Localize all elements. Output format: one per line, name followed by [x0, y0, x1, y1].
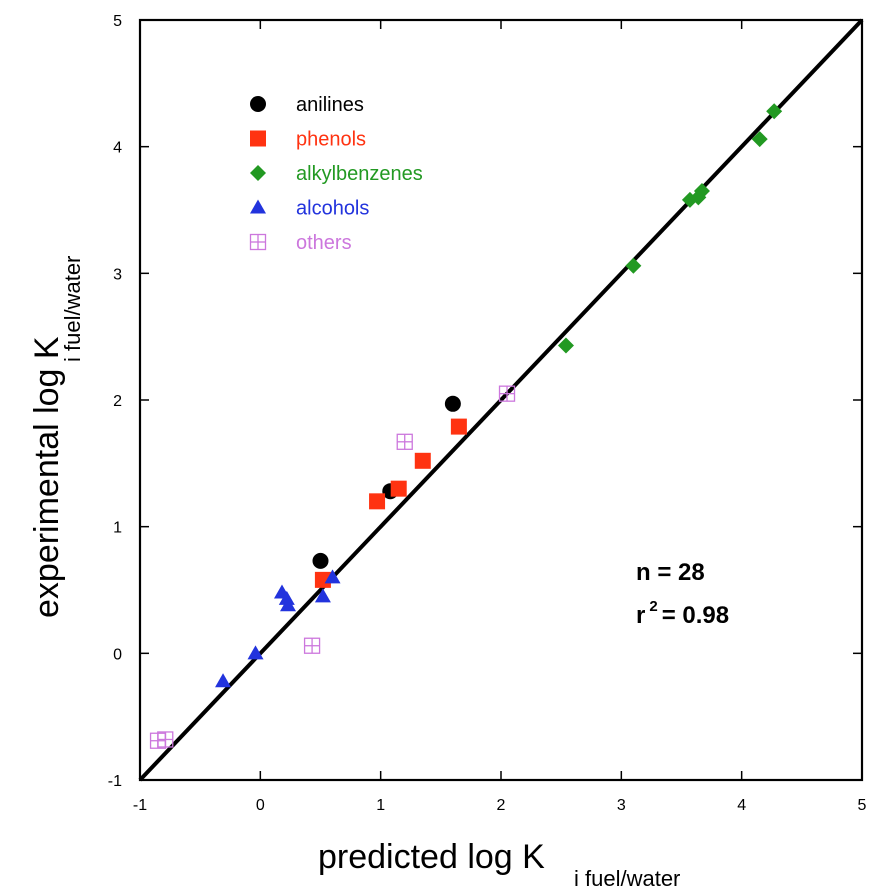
legend-item-anilines: anilines [250, 94, 364, 116]
phenols-point [390, 480, 407, 497]
alcohols-point [215, 673, 232, 688]
legend-label: alcohols [296, 198, 369, 220]
x-axis-title-subscript: i fuel/water [574, 866, 680, 891]
legend-marker-boxplus [249, 233, 267, 251]
alcohols-point [314, 588, 331, 603]
y-tick-label: -1 [108, 773, 122, 790]
series-anilines [312, 395, 461, 569]
r2-annotation: r 2 = 0.98 [636, 598, 729, 629]
legend-label: alkylbenzenes [296, 163, 423, 185]
y-tick-label: 2 [113, 393, 122, 410]
y-tick-label: 3 [113, 266, 122, 283]
legend-label: phenols [296, 129, 366, 151]
alkylbenzenes-point [751, 131, 768, 148]
x-tick-label: 1 [376, 797, 385, 814]
alcohols-point [247, 645, 264, 660]
legend-item-alkylbenzenes: alkylbenzenes [250, 163, 423, 185]
y-axis-title-subscript: i fuel/water [60, 256, 85, 362]
x-tick-label: 4 [737, 797, 746, 814]
legend-label: others [296, 232, 352, 254]
series-alkylbenzenes [557, 103, 783, 354]
alkylbenzenes-point [693, 183, 710, 199]
y-tick-label: 0 [113, 646, 122, 663]
legend-marker-circle [250, 96, 266, 112]
series-alcohols [215, 569, 341, 688]
phenols-point [414, 452, 431, 469]
y-tick-label: 1 [113, 520, 122, 537]
y-tick-label: 5 [113, 13, 122, 30]
x-tick-label: 0 [256, 797, 265, 814]
legend-item-alcohols: alcohols [250, 198, 369, 220]
phenols-point [314, 571, 331, 588]
x-tick-label: 5 [858, 797, 867, 814]
legend-marker-diamond [250, 165, 266, 181]
y-tick-label: 4 [113, 140, 122, 157]
one-to-one-line [138, 18, 864, 782]
legend-marker-triangle [250, 199, 266, 214]
legend-marker-square [250, 130, 266, 147]
legend-item-others: others [249, 232, 352, 254]
x-tick-label: 2 [497, 797, 506, 814]
anilines-point [312, 552, 329, 569]
x-tick-label: 3 [617, 797, 626, 814]
legend-label: anilines [296, 94, 364, 116]
alcohols-point [278, 590, 295, 605]
y-axis-title: experimental log K [28, 336, 66, 618]
others-point [157, 731, 174, 748]
series-phenols [314, 418, 467, 588]
others-point [303, 637, 321, 654]
anilines-point [444, 395, 461, 412]
others-point [498, 385, 516, 402]
x-axis-title: predicted log K [318, 838, 545, 876]
data-points [149, 103, 783, 749]
x-tick-label: -1 [133, 797, 147, 814]
others-point [396, 433, 413, 450]
alkylbenzenes-point [625, 257, 642, 274]
n-annotation: n = 28 [636, 559, 705, 586]
axis-ticks: -1 0 1 2 3 4 5 -1 0 1 2 3 4 5 [108, 13, 867, 814]
alkylbenzenes-point [766, 103, 783, 120]
legend: anilines phenols alkylbenzenes alcohols othe… [249, 94, 423, 254]
alkylbenzenes-point [557, 337, 574, 354]
alcohols-point [324, 569, 341, 584]
phenols-point [450, 418, 467, 435]
phenols-point [369, 493, 386, 510]
legend-item-phenols: phenols [250, 129, 366, 151]
series-others [149, 385, 516, 749]
alcohols-point [280, 597, 297, 612]
